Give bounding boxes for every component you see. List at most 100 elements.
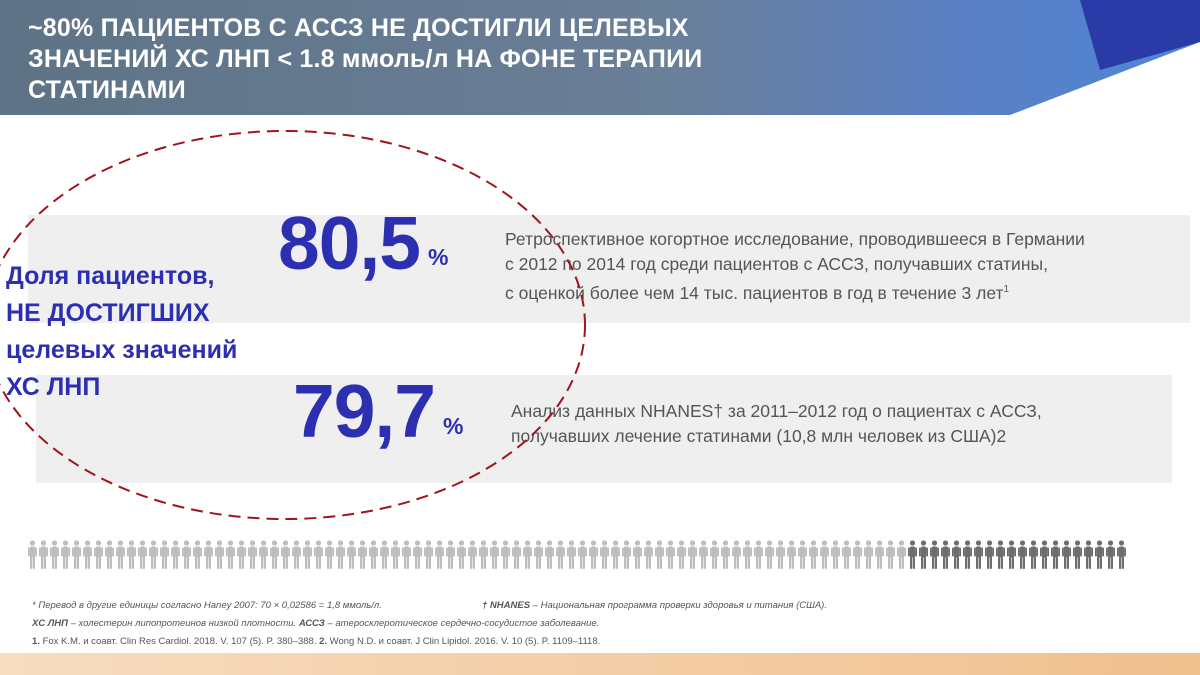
- person-icon: [710, 540, 719, 569]
- person-icon: [974, 540, 983, 569]
- person-icon: [1106, 540, 1115, 569]
- person-icon: [303, 540, 312, 569]
- person-icon: [1018, 540, 1027, 569]
- bottom-decor-strip: [0, 653, 1200, 675]
- stat-description-2-line-2: получавших лечение статинами (10,8 млн ч…: [511, 426, 1007, 446]
- footnote-conversion: * Перевод в другие единицы согласно Hane…: [32, 600, 382, 611]
- side-label: Доля пациентов, НЕ ДОСТИГШИХ целевых зна…: [6, 258, 296, 406]
- person-icon: [83, 540, 92, 569]
- person-icon: [820, 540, 829, 569]
- person-icon: [765, 540, 774, 569]
- person-icon: [193, 540, 202, 569]
- person-icon: [1095, 540, 1104, 569]
- person-icon: [699, 540, 708, 569]
- person-icon: [61, 540, 70, 569]
- header-background: [0, 0, 1200, 115]
- person-icon: [501, 540, 510, 569]
- person-icon: [611, 540, 620, 569]
- person-icon: [160, 540, 169, 569]
- person-icon: [380, 540, 389, 569]
- person-icon: [94, 540, 103, 569]
- person-icon: [633, 540, 642, 569]
- footnote-references: 1. Fox K.M. и соавт. Clin Res Cardiol. 2…: [32, 636, 601, 647]
- person-icon: [930, 540, 939, 569]
- slide-header: ~80% ПАЦИЕНТОВ С АССЗ НЕ ДОСТИГЛИ ЦЕЛЕВЫ…: [0, 0, 1200, 115]
- person-icon: [743, 540, 752, 569]
- person-icon: [798, 540, 807, 569]
- side-label-line-2: НЕ ДОСТИГШИХ: [6, 299, 210, 327]
- person-icon: [809, 540, 818, 569]
- person-icon: [919, 540, 928, 569]
- person-icon: [204, 540, 213, 569]
- person-icon: [688, 540, 697, 569]
- person-icon: [226, 540, 235, 569]
- people-icon-row: [28, 540, 1173, 572]
- stat-description-1-line-3: с оценкой более чем 14 тыс. пациентов в …: [505, 282, 1010, 303]
- reference-sup-1: 1: [1003, 284, 1010, 295]
- title-line-3: СТАТИНАМИ: [28, 76, 186, 104]
- person-icon: [490, 540, 499, 569]
- person-icon: [842, 540, 851, 569]
- person-icon: [105, 540, 114, 569]
- person-icon: [116, 540, 125, 569]
- person-icon: [1084, 540, 1093, 569]
- person-icon: [567, 540, 576, 569]
- person-icon: [171, 540, 180, 569]
- person-icon: [655, 540, 664, 569]
- person-icon: [138, 540, 147, 569]
- person-icon: [677, 540, 686, 569]
- person-icon: [39, 540, 48, 569]
- person-icon: [600, 540, 609, 569]
- title-line-1: ~80% ПАЦИЕНТОВ С АССЗ НЕ ДОСТИГЛИ ЦЕЛЕВЫ…: [28, 14, 689, 42]
- person-icon: [358, 540, 367, 569]
- person-icon: [424, 540, 433, 569]
- person-icon: [1073, 540, 1082, 569]
- footnote-nhanes: † NHANES – Национальная программа провер…: [482, 600, 827, 611]
- person-icon: [864, 540, 873, 569]
- person-icon: [732, 540, 741, 569]
- person-icon: [556, 540, 565, 569]
- person-icon: [952, 540, 961, 569]
- person-icon: [512, 540, 521, 569]
- person-icon: [149, 540, 158, 569]
- person-icon: [534, 540, 543, 569]
- person-icon: [347, 540, 356, 569]
- person-icon: [270, 540, 279, 569]
- person-icon: [391, 540, 400, 569]
- stat-description-1-line-2: с 2012 по 2014 год среди пациентов с АСС…: [505, 254, 1048, 274]
- person-icon: [446, 540, 455, 569]
- person-icon: [28, 540, 37, 569]
- person-icon: [589, 540, 598, 569]
- title-line-2: ЗНАЧЕНИЙ ХС ЛНП < 1.8 ммоль/л НА ФОНЕ ТЕ…: [28, 45, 703, 73]
- person-icon: [545, 540, 554, 569]
- person-icon: [215, 540, 224, 569]
- person-icon: [996, 540, 1005, 569]
- stat-description-2: Анализ данных NHANES† за 2011–2012 год о…: [511, 399, 1042, 449]
- person-icon: [237, 540, 246, 569]
- person-icon: [325, 540, 334, 569]
- person-icon: [897, 540, 906, 569]
- side-label-line-3: целевых значений: [6, 336, 238, 364]
- page-title: ~80% ПАЦИЕНТОВ С АССЗ НЕ ДОСТИГЛИ ЦЕЛЕВЫ…: [28, 13, 788, 106]
- footnote-abbreviations: ХС ЛНП – холестерин липопротеинов низкой…: [32, 618, 600, 629]
- stat-description-2-line-1: Анализ данных NHANES† за 2011–2012 год о…: [511, 401, 1042, 421]
- person-icon: [1051, 540, 1060, 569]
- stat-description-1: Ретроспективное когортное исследование, …: [505, 227, 1085, 306]
- stat-unit-1: %: [428, 244, 449, 270]
- person-icon: [248, 540, 257, 569]
- person-icon: [1007, 540, 1016, 569]
- person-icon: [886, 540, 895, 569]
- person-icon: [468, 540, 477, 569]
- person-icon: [666, 540, 675, 569]
- stat-unit-2: %: [443, 413, 464, 439]
- person-icon: [402, 540, 411, 569]
- person-icon: [336, 540, 345, 569]
- person-icon: [127, 540, 136, 569]
- person-icon: [776, 540, 785, 569]
- side-label-line-1: Доля пациентов,: [6, 262, 215, 290]
- stat-value-2: 79,7: [293, 369, 436, 453]
- person-icon: [523, 540, 532, 569]
- person-icon: [457, 540, 466, 569]
- side-label-line-4: ХС ЛНП: [6, 373, 101, 401]
- person-icon: [369, 540, 378, 569]
